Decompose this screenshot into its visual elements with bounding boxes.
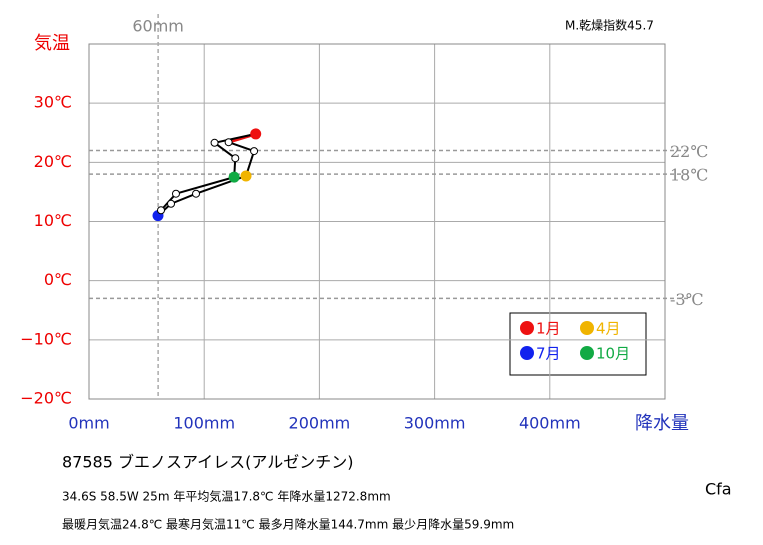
data-point: [250, 147, 259, 156]
x-tick-label: 200mm: [289, 414, 351, 433]
line-segment: [214, 132, 256, 144]
legend-marker: [520, 321, 534, 335]
y-tick-label: 30℃: [34, 93, 72, 112]
info: 最暖月気温24.8℃ 最寒月気温11℃ 最多月降水量144.7mm 最少月降水量…: [62, 517, 514, 532]
x-tick-label: 0mm: [68, 414, 109, 433]
climate-class: Cfa: [705, 480, 732, 499]
station: 87585 ブエノスアイレス(アルゼンチン): [62, 453, 354, 472]
legend-marker: [580, 321, 594, 335]
x-tick-label: 100mm: [173, 414, 235, 433]
data-point: [210, 138, 219, 147]
line-segment: [213, 142, 236, 159]
y-tick-label: 20℃: [34, 152, 72, 171]
y-tick-label: 10℃: [34, 211, 72, 230]
data-point: [171, 189, 180, 198]
data-point: [157, 206, 165, 215]
data-point: [167, 199, 176, 208]
data-point: [192, 189, 201, 198]
data-point: [240, 170, 252, 182]
y-tick-label: 0℃: [44, 270, 72, 289]
legend-marker: [520, 346, 534, 360]
data-point: [231, 154, 240, 163]
data-point: [250, 128, 262, 140]
plot-area: [88, 43, 666, 400]
reference-label: 22℃: [670, 142, 708, 161]
legend: [509, 312, 647, 376]
data-point: [228, 171, 240, 183]
x-tick-label: 400mm: [519, 414, 581, 433]
legend-label: 7月: [536, 345, 561, 363]
y-label: 気温: [34, 33, 70, 54]
info: 34.6S 58.5W 25m 年平均気温17.8℃ 年降水量1272.8mm: [62, 489, 391, 504]
legend-label: 1月: [536, 320, 561, 338]
line-segment: [228, 141, 255, 153]
y-tick-label: −20℃: [20, 389, 72, 408]
legend-label: 10月: [596, 345, 630, 363]
legend-marker: [580, 346, 594, 360]
x-label: 降水量: [635, 413, 689, 434]
x-tick-label: 300mm: [404, 414, 466, 433]
y-tick-label: −10℃: [20, 329, 72, 348]
reference-label: -3℃: [670, 290, 703, 309]
index-label: M.乾燥指数45.7: [565, 18, 654, 33]
line-segment: [175, 176, 235, 195]
reference-label: 60mm: [132, 17, 184, 36]
data-point: [224, 138, 233, 147]
reference-label: 18℃: [670, 166, 708, 185]
line-segment: [170, 192, 197, 205]
legend-label: 4月: [596, 320, 621, 338]
